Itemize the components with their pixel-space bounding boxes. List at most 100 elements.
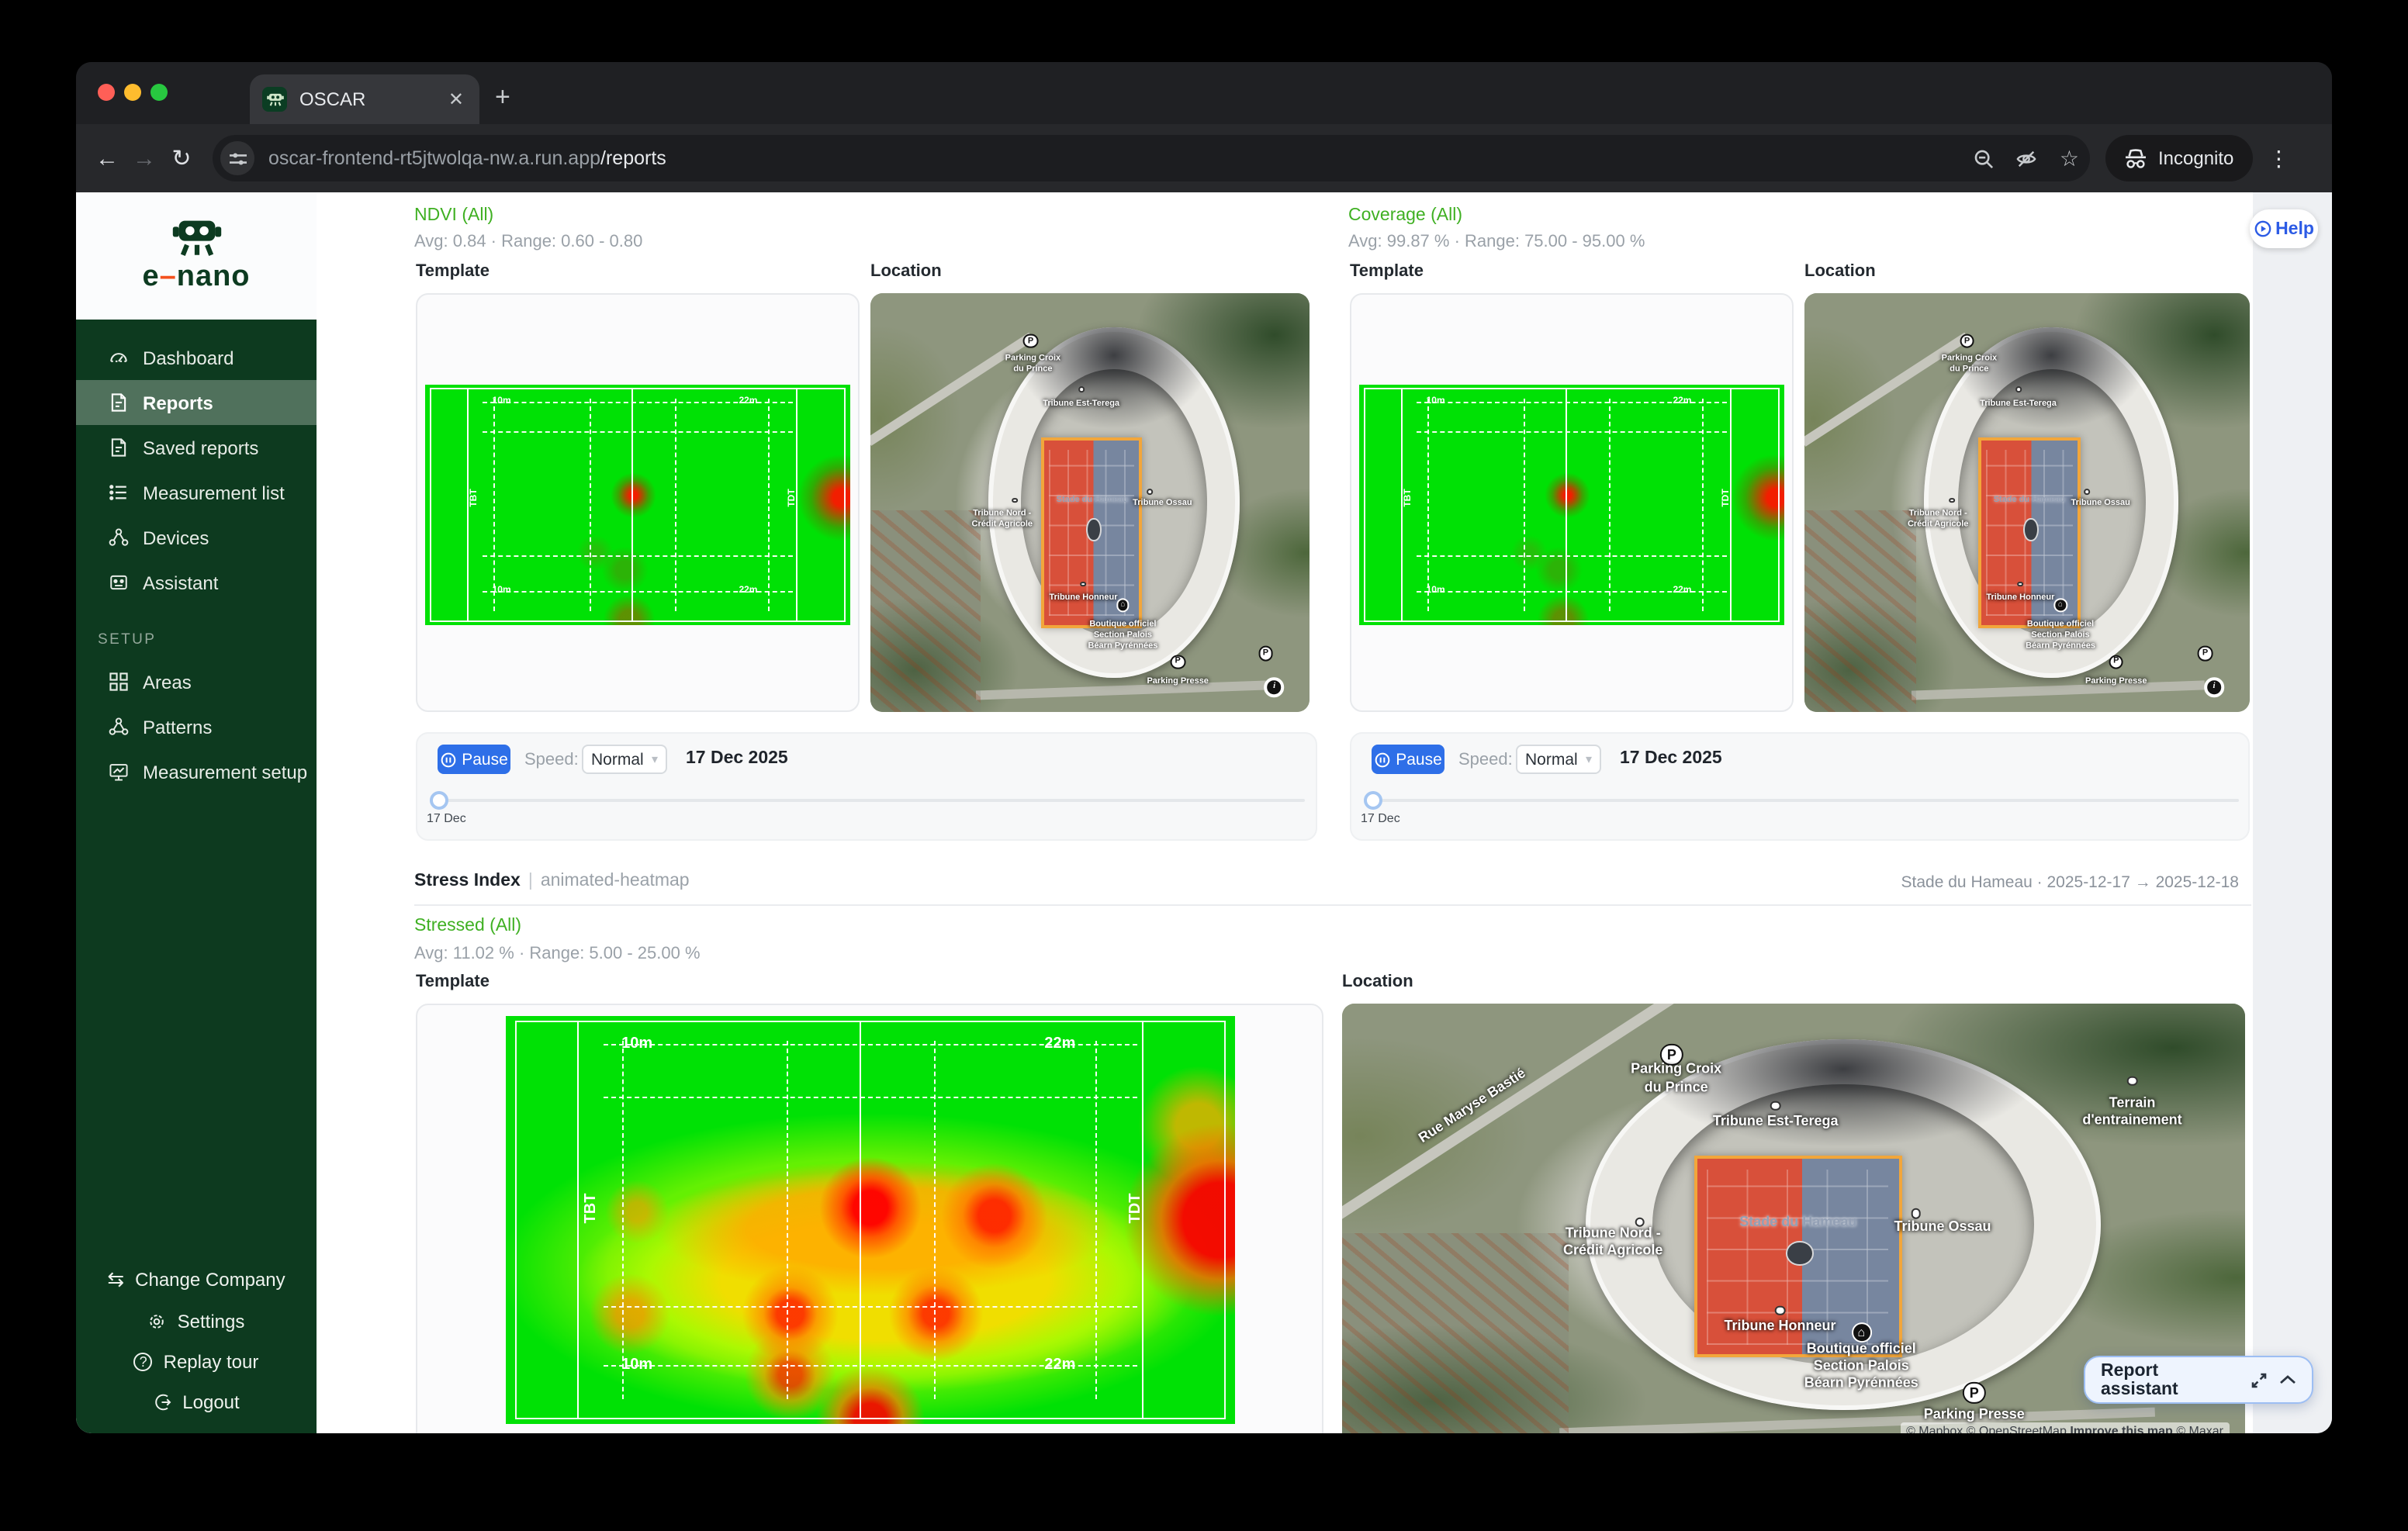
- field-line: [787, 1040, 789, 1400]
- sidebar: e–nano Dashboard Reports Saved reports: [76, 192, 317, 1433]
- template-label: Template: [1350, 262, 1424, 281]
- brand-nano: nano: [176, 260, 251, 292]
- field-line: [1364, 387, 1780, 623]
- settings-button[interactable]: Settings: [148, 1311, 244, 1332]
- field-line-label: 10m: [621, 1035, 653, 1053]
- field-line-label: 22m: [1673, 396, 1692, 406]
- sidebar-item-areas[interactable]: Areas: [76, 659, 317, 704]
- incognito-badge: Incognito: [2105, 135, 2253, 181]
- timeline-slider-handle[interactable]: [430, 791, 448, 810]
- field-line-label: 10m: [492, 396, 511, 406]
- field-line-label: 22m: [1044, 1356, 1076, 1374]
- coverage-heat-blobs: [1359, 385, 1784, 625]
- map-place-label: Parking Croix du Prince: [1005, 354, 1061, 374]
- poi-dot-marker: [2015, 386, 2022, 393]
- sidebar-item-saved-reports[interactable]: Saved reports: [76, 425, 317, 470]
- browser-tab[interactable]: OSCAR ✕: [250, 74, 479, 124]
- field-line: [466, 387, 469, 623]
- window-close-button[interactable]: [98, 84, 115, 101]
- forward-button[interactable]: →: [133, 145, 156, 171]
- field-line: [622, 1040, 624, 1400]
- poi-dot-marker: [1080, 581, 1087, 588]
- houses-area: [1804, 510, 1916, 712]
- metric-stats-stressed: Avg: 11.02 % · Range: 5.00 - 25.00 %: [414, 945, 701, 963]
- pause-button[interactable]: Pause: [1372, 745, 1444, 774]
- window-fullscreen-button[interactable]: [150, 84, 168, 101]
- timeline-slider-track[interactable]: [1372, 799, 2239, 802]
- reload-button[interactable]: ↻: [171, 146, 192, 172]
- app-page: e–nano Dashboard Reports Saved reports: [76, 192, 2332, 1433]
- field-line-label: 22m: [1673, 586, 1692, 596]
- url-text[interactable]: oscar-frontend-rt5jtwolqa-nw.a.run.app/r…: [268, 147, 1963, 169]
- expand-icon[interactable]: [2251, 1372, 2267, 1388]
- eye-off-icon[interactable]: [2016, 148, 2038, 168]
- field-line: [1416, 590, 1728, 593]
- location-label: Location: [870, 262, 942, 281]
- pause-icon: [440, 752, 455, 767]
- map-place-label: Boutique officiel Section Palois Béarn P…: [2026, 620, 2095, 651]
- setup-section-label: SETUP: [98, 631, 157, 648]
- houses-area: [1342, 1233, 1568, 1433]
- map-place-label: Parking Croix du Prince: [1941, 354, 1998, 374]
- speed-select[interactable]: Normal ▾: [1516, 745, 1601, 774]
- browser-menu-icon[interactable]: ⋮: [2268, 145, 2290, 170]
- poi-dot-marker: [1770, 1100, 1781, 1111]
- replay-tour-button[interactable]: ? Replay tour: [133, 1351, 258, 1373]
- sidebar-item-label: Saved reports: [143, 437, 259, 458]
- pitch-overlay: [1694, 1156, 1902, 1357]
- field-line: [514, 1021, 1226, 1419]
- sidebar-item-dashboard[interactable]: Dashboard: [76, 335, 317, 380]
- report-icon: [111, 393, 126, 412]
- sidebar-item-devices[interactable]: Devices: [76, 515, 317, 560]
- new-tab-button[interactable]: +: [495, 82, 510, 112]
- zoom-out-icon[interactable]: [1974, 148, 1995, 168]
- url-host: oscar-frontend-rt5jtwolqa-nw.a.run.app: [268, 147, 601, 169]
- section-divider: [414, 904, 2251, 906]
- chevron-up-icon[interactable]: [2279, 1374, 2296, 1385]
- template-panel-ndvi: 10m 22m 10m 22m TBT TDT: [416, 293, 860, 712]
- logout-button[interactable]: Logout: [153, 1391, 240, 1413]
- site-settings-icon[interactable]: [220, 141, 254, 175]
- field-line-label: 22m: [739, 586, 758, 596]
- change-company-button[interactable]: ⇆ Change Company: [107, 1267, 285, 1292]
- satellite-map-large[interactable]: © Mapbox © OpenStreetMap Improve this ma…: [1342, 1004, 2245, 1433]
- parking-marker: P: [2109, 654, 2124, 669]
- sidebar-item-measurement-list[interactable]: Measurement list: [76, 470, 317, 515]
- speed-select[interactable]: Normal ▾: [582, 745, 667, 774]
- map-info-icon[interactable]: i: [1264, 676, 1285, 697]
- sidebar-item-reports[interactable]: Reports: [76, 380, 317, 425]
- address-bar[interactable]: oscar-frontend-rt5jtwolqa-nw.a.run.app/r…: [213, 135, 2090, 181]
- map-info-icon[interactable]: i: [2204, 676, 2224, 697]
- timeline-slider-handle[interactable]: [1364, 791, 1382, 810]
- poi-dot-marker: [1948, 497, 1955, 504]
- sidebar-item-measurement-setup[interactable]: Measurement setup: [76, 749, 317, 794]
- brand-logo: e–nano: [76, 192, 317, 320]
- tab-close-icon[interactable]: ✕: [448, 88, 464, 110]
- sidebar-nav: Dashboard Reports Saved reports Measurem…: [76, 320, 317, 1433]
- pause-button[interactable]: Pause: [438, 745, 510, 774]
- window-minimize-button[interactable]: [124, 84, 141, 101]
- map-place-label: Parking Presse: [1147, 677, 1209, 687]
- field-line-label: 10m: [1426, 396, 1445, 406]
- field-line: [768, 399, 770, 611]
- field-line: [1565, 387, 1567, 623]
- back-button[interactable]: ←: [95, 145, 119, 171]
- template-panel-stressed: 10m 22m 10m 22m TBT TDT: [416, 1004, 1323, 1433]
- timeline-slider-track[interactable]: [438, 799, 1305, 802]
- report-assistant-widget[interactable]: Report assistant: [2084, 1356, 2313, 1404]
- help-button[interactable]: Help: [2250, 209, 2318, 248]
- improve-map-link[interactable]: Improve this map: [2070, 1424, 2173, 1433]
- bookmark-star-icon[interactable]: ☆: [2059, 145, 2079, 170]
- field-line: [1142, 1021, 1144, 1419]
- template-label: Template: [416, 262, 490, 281]
- sidebar-item-patterns[interactable]: Patterns: [76, 704, 317, 749]
- field-line-label: TBT: [583, 1192, 600, 1223]
- field-line: [482, 401, 794, 403]
- sidebar-item-assistant[interactable]: Assistant: [76, 560, 317, 605]
- map-place-label: Boutique officiel Section Palois Béarn P…: [1804, 1339, 1918, 1391]
- shop-marker: ⌂: [1851, 1322, 1872, 1343]
